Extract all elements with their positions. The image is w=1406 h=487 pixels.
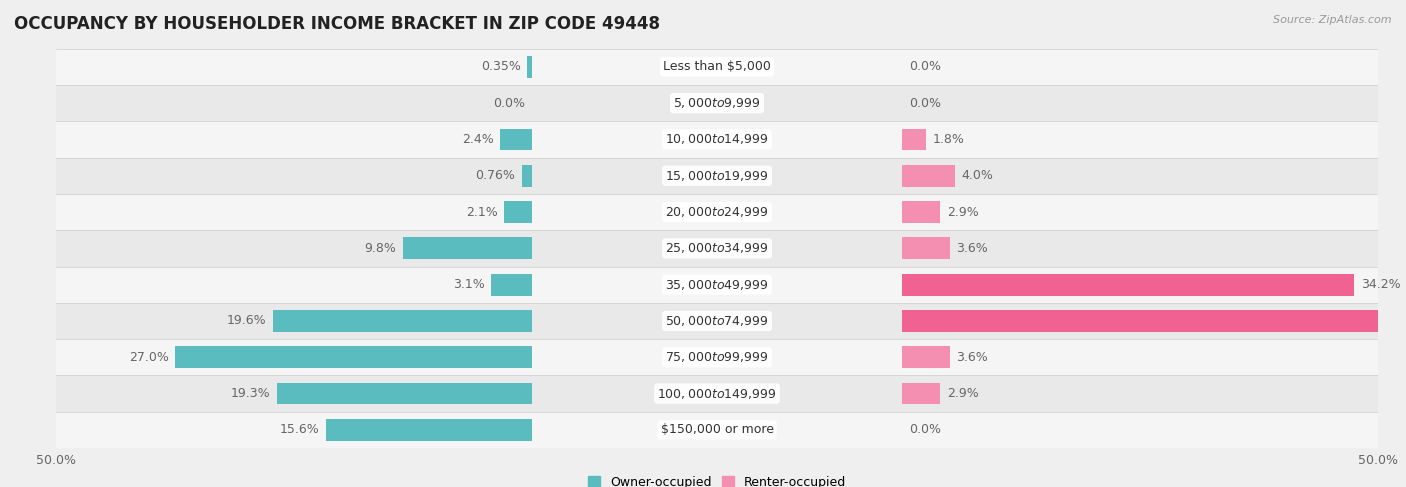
Text: $20,000 to $24,999: $20,000 to $24,999 bbox=[665, 205, 769, 219]
Text: 2.9%: 2.9% bbox=[948, 206, 979, 219]
Text: $35,000 to $49,999: $35,000 to $49,999 bbox=[665, 278, 769, 292]
Bar bbox=[522, 165, 531, 187]
Bar bbox=[56, 158, 1378, 194]
Text: $75,000 to $99,999: $75,000 to $99,999 bbox=[665, 350, 769, 364]
Text: 9.8%: 9.8% bbox=[364, 242, 396, 255]
Bar bbox=[176, 346, 531, 368]
Bar bbox=[56, 194, 1378, 230]
Text: 2.4%: 2.4% bbox=[463, 133, 494, 146]
Bar bbox=[903, 165, 955, 187]
Text: 0.35%: 0.35% bbox=[481, 60, 520, 74]
Bar bbox=[903, 274, 1354, 296]
Bar bbox=[56, 375, 1378, 412]
Bar bbox=[903, 346, 949, 368]
Text: $25,000 to $34,999: $25,000 to $34,999 bbox=[665, 242, 769, 255]
Text: $15,000 to $19,999: $15,000 to $19,999 bbox=[665, 169, 769, 183]
Bar bbox=[491, 274, 531, 296]
Bar bbox=[326, 419, 531, 441]
Bar bbox=[273, 310, 531, 332]
Text: 1.8%: 1.8% bbox=[932, 133, 965, 146]
Bar bbox=[56, 412, 1378, 448]
Text: $10,000 to $14,999: $10,000 to $14,999 bbox=[665, 132, 769, 147]
Bar bbox=[903, 238, 949, 259]
Bar bbox=[56, 303, 1378, 339]
Bar bbox=[505, 201, 531, 223]
Text: Less than $5,000: Less than $5,000 bbox=[664, 60, 770, 74]
Text: 0.0%: 0.0% bbox=[494, 96, 526, 110]
Bar bbox=[402, 238, 531, 259]
Text: 27.0%: 27.0% bbox=[129, 351, 169, 364]
Text: 2.9%: 2.9% bbox=[948, 387, 979, 400]
Text: 34.2%: 34.2% bbox=[1361, 278, 1400, 291]
Legend: Owner-occupied, Renter-occupied: Owner-occupied, Renter-occupied bbox=[582, 471, 852, 487]
Bar bbox=[277, 383, 531, 405]
Bar bbox=[56, 230, 1378, 266]
Text: 4.0%: 4.0% bbox=[962, 169, 994, 182]
Bar bbox=[56, 85, 1378, 121]
Text: $5,000 to $9,999: $5,000 to $9,999 bbox=[673, 96, 761, 110]
Bar bbox=[903, 129, 927, 150]
Text: Source: ZipAtlas.com: Source: ZipAtlas.com bbox=[1274, 15, 1392, 25]
Text: 0.0%: 0.0% bbox=[908, 60, 941, 74]
Text: 19.3%: 19.3% bbox=[231, 387, 270, 400]
Bar bbox=[501, 129, 531, 150]
Text: 3.6%: 3.6% bbox=[956, 242, 988, 255]
Text: $100,000 to $149,999: $100,000 to $149,999 bbox=[658, 387, 776, 401]
Text: 2.1%: 2.1% bbox=[465, 206, 498, 219]
Text: 3.6%: 3.6% bbox=[956, 351, 988, 364]
Bar bbox=[903, 383, 941, 405]
Bar bbox=[56, 49, 1378, 85]
Bar bbox=[56, 266, 1378, 303]
Bar bbox=[903, 310, 1406, 332]
Text: $50,000 to $74,999: $50,000 to $74,999 bbox=[665, 314, 769, 328]
Text: 15.6%: 15.6% bbox=[280, 423, 319, 436]
Bar bbox=[56, 121, 1378, 158]
Bar bbox=[527, 56, 531, 78]
Text: $150,000 or more: $150,000 or more bbox=[661, 423, 773, 436]
Bar bbox=[56, 339, 1378, 375]
Text: 0.0%: 0.0% bbox=[908, 423, 941, 436]
Text: 0.76%: 0.76% bbox=[475, 169, 516, 182]
Text: OCCUPANCY BY HOUSEHOLDER INCOME BRACKET IN ZIP CODE 49448: OCCUPANCY BY HOUSEHOLDER INCOME BRACKET … bbox=[14, 15, 659, 33]
Text: 3.1%: 3.1% bbox=[453, 278, 485, 291]
Text: 0.0%: 0.0% bbox=[908, 96, 941, 110]
Text: 19.6%: 19.6% bbox=[226, 315, 266, 327]
Bar bbox=[903, 201, 941, 223]
